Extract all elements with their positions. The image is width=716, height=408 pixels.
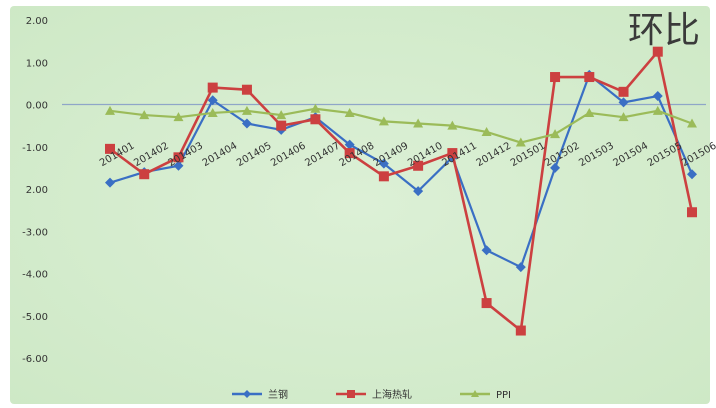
data-point: [584, 72, 595, 83]
chart-title: 环比: [628, 10, 700, 51]
data-point: [105, 177, 115, 188]
data-point: [344, 148, 355, 159]
data-point: [378, 171, 389, 182]
legend-label: PPI: [496, 390, 511, 401]
data-point: [515, 137, 526, 147]
data-point: [447, 120, 458, 130]
data-point: [173, 152, 184, 163]
data-point: [276, 110, 287, 120]
y-tick-label: 2.00: [26, 185, 48, 196]
data-point: [652, 105, 663, 115]
data-point: [447, 148, 458, 159]
data-point: [241, 118, 252, 129]
data-point: [687, 118, 697, 128]
data-point: [550, 72, 561, 83]
data-point: [105, 143, 115, 154]
series-layer: [105, 46, 697, 336]
data-point: [139, 110, 150, 120]
data-point: [481, 298, 492, 309]
legend-marker: [243, 390, 251, 398]
data-point: [481, 126, 492, 136]
data-point: [241, 105, 252, 115]
y-tick-label: -4.00: [22, 270, 48, 281]
data-point: [481, 245, 492, 256]
data-point: [584, 107, 595, 117]
data-point: [515, 262, 526, 273]
data-point: [173, 112, 184, 122]
data-point: [550, 162, 561, 173]
data-point: [618, 86, 629, 97]
legend-label: 兰钢: [268, 388, 288, 401]
data-point: [173, 160, 184, 171]
y-tick-label: -1.00: [22, 143, 48, 154]
data-point: [413, 118, 424, 128]
data-point: [310, 103, 321, 113]
legend-marker: [471, 390, 479, 397]
data-point: [344, 139, 355, 150]
data-point: [344, 107, 355, 117]
data-point: [310, 114, 321, 125]
data-point: [618, 97, 629, 108]
data-point: [105, 105, 115, 115]
data-point: [652, 91, 663, 102]
y-tick-label: 0.00: [26, 101, 48, 112]
y-tick-label: -3.00: [22, 227, 48, 238]
data-point: [378, 158, 389, 169]
data-point: [139, 169, 150, 180]
series-line: [109, 50, 694, 332]
chart-background: [10, 6, 710, 404]
data-point: [276, 120, 287, 131]
data-point: [413, 160, 424, 171]
data-point: [207, 82, 218, 93]
data-point: [618, 112, 629, 122]
y-tick-label: 1.00: [26, 58, 48, 69]
data-point: [207, 107, 218, 117]
data-point: [515, 325, 526, 336]
series-line: [109, 107, 693, 144]
y-tick-label: 2.00: [26, 16, 48, 27]
legend-label: 上海热轧: [372, 388, 412, 401]
y-tick-label: -5.00: [22, 312, 48, 323]
data-point: [413, 186, 424, 197]
data-point: [207, 95, 218, 106]
y-tick-label: -6.00: [22, 354, 48, 365]
legend-marker: [347, 390, 355, 398]
data-point: [378, 116, 389, 126]
legend: 兰钢 上海热轧 PPI: [232, 388, 511, 401]
data-point: [687, 207, 697, 218]
data-point: [687, 169, 697, 180]
data-point: [241, 84, 252, 95]
data-point: [550, 129, 561, 139]
y-axis-ticks: 2.00 1.00 0.00 -1.00 2.00 -3.00 -4.00 -5.00 -6.0…: [22, 16, 48, 365]
data-point: [652, 46, 663, 57]
